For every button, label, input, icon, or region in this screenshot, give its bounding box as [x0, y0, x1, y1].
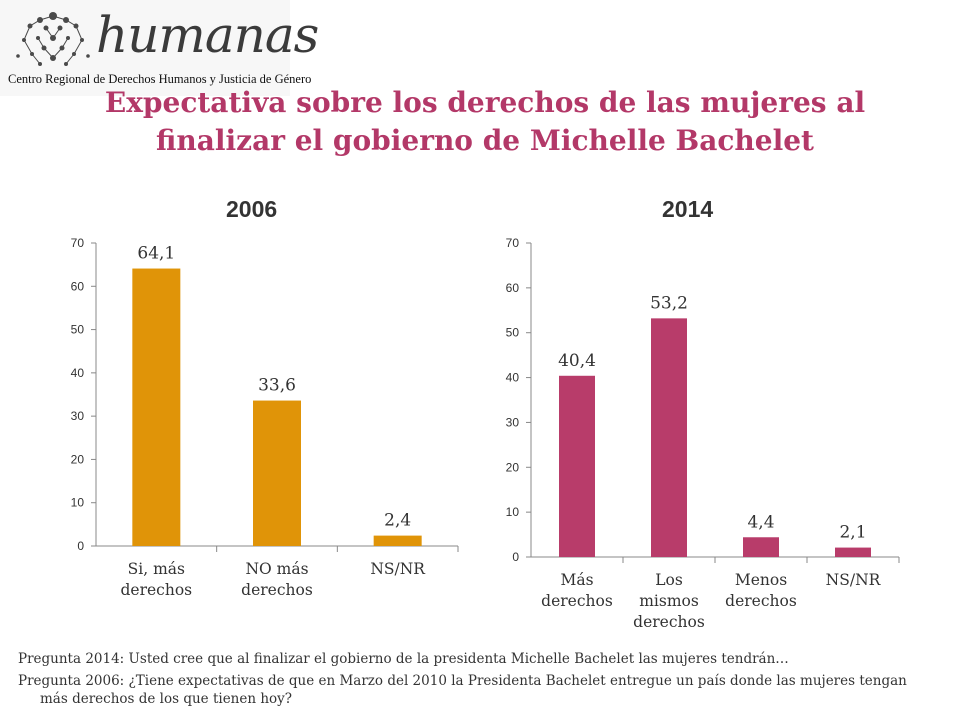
y-tick-label-2006: 30 [71, 409, 85, 423]
category-label-2014: derechos [725, 592, 797, 610]
bar-2006 [253, 400, 301, 546]
y-tick-label-2006: 0 [77, 539, 84, 553]
y-tick-label-2006: 70 [71, 236, 85, 250]
category-label-2006: Si, más [128, 560, 185, 578]
category-label-2006: derechos [241, 581, 313, 599]
logo-tagline: Centro Regional de Derechos Humanos y Ju… [8, 72, 312, 86]
data-label-2014: 53,2 [650, 293, 688, 313]
y-tick-label-2006: 40 [71, 366, 85, 380]
y-tick-label-2014: 20 [506, 460, 520, 474]
humanas-logo-icon [16, 12, 90, 66]
bar-2014 [651, 318, 687, 557]
category-label-2014: Menos [735, 571, 787, 589]
data-label-2006: 64,1 [137, 244, 175, 264]
category-label-2014: mismos [639, 592, 699, 610]
data-label-2006: 2,4 [384, 511, 411, 531]
chart-2014-title: 2014 [662, 196, 714, 222]
y-tick-label-2006: 60 [71, 279, 85, 293]
category-label-2014: NS/NR [826, 571, 882, 589]
bar-2006 [373, 535, 422, 546]
y-tick-label-2014: 40 [506, 371, 520, 385]
y-tick-label-2014: 70 [506, 236, 520, 250]
y-tick-label-2014: 0 [512, 550, 519, 564]
footnote-2006: Pregunta 2006: ¿Tiene expectativas de qu… [18, 673, 907, 707]
logo: humanas Centro Regional de Derechos Huma… [0, 0, 319, 96]
category-label-2014: Los [655, 571, 683, 589]
category-label-2014: Más [560, 571, 593, 589]
y-tick-label-2006: 20 [71, 452, 85, 466]
data-label-2014: 2,1 [839, 523, 866, 543]
category-label-2006: NS/NR [370, 560, 426, 578]
y-tick-label-2014: 50 [506, 326, 520, 340]
category-label-2014: derechos [633, 613, 705, 631]
y-tick-label-2014: 10 [506, 505, 520, 519]
category-label-2006: NO más [245, 560, 308, 578]
data-label-2006: 33,6 [258, 376, 296, 396]
y-tick-label-2014: 60 [506, 281, 520, 295]
bar-2006 [132, 268, 181, 546]
logo-wordmark: humanas [96, 6, 319, 64]
bar-2014 [835, 547, 871, 557]
y-tick-label-2014: 30 [506, 415, 520, 429]
page-title: Expectativa sobre los derechos de las mu… [104, 86, 866, 157]
y-tick-label-2006: 10 [71, 496, 85, 510]
y-tick-label-2006: 50 [71, 323, 85, 337]
data-label-2014: 4,4 [747, 512, 774, 532]
category-label-2014: derechos [541, 592, 613, 610]
bar-2014 [743, 537, 779, 557]
footnotes: Pregunta 2014: Usted cree que al finaliz… [18, 650, 938, 712]
category-label-2006: derechos [121, 581, 193, 599]
data-label-2014: 40,4 [558, 351, 596, 371]
bar-2014 [559, 375, 595, 557]
chart-2006-title: 2006 [226, 196, 278, 222]
footnote-2014: Pregunta 2014: Usted cree que al finaliz… [18, 651, 789, 667]
